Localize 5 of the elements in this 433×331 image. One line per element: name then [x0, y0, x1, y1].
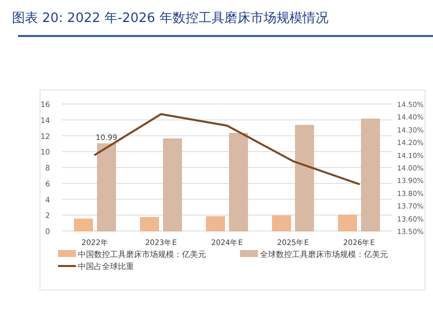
line-series — [94, 113, 360, 186]
legend-label: 中国数控工具磨床市场规模：亿美元 — [78, 250, 206, 259]
chart-title: 图表 20: 2022 年-2026 年数控工具磨床市场规模情况 — [12, 11, 328, 26]
legend-label: 全球数控工具磨床市场规模：亿美元 — [260, 250, 388, 259]
legend-label: 中国占全球比重 — [78, 262, 134, 271]
